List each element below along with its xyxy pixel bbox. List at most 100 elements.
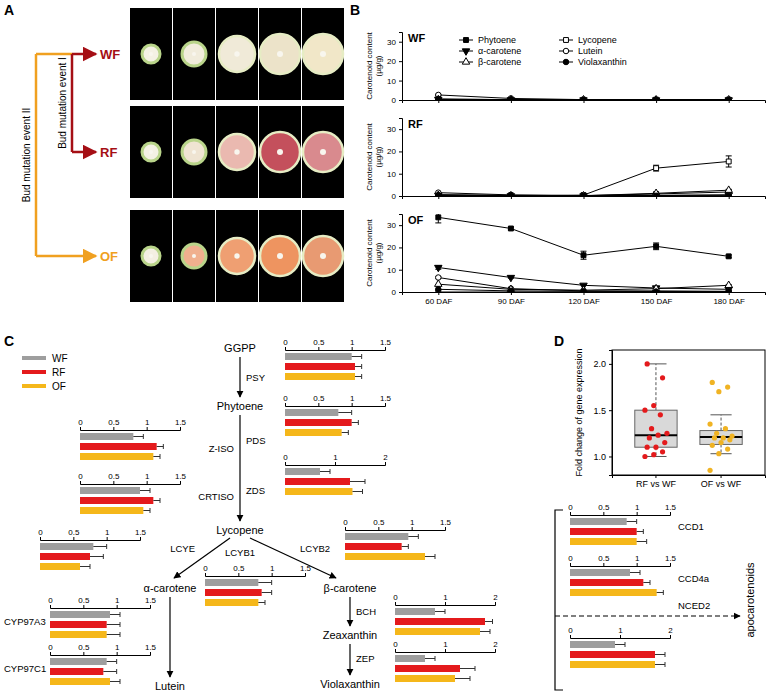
point xyxy=(723,426,728,431)
legend-label: Lycopene xyxy=(578,35,617,45)
point xyxy=(658,412,663,417)
error-bar xyxy=(352,420,359,425)
tick-mark xyxy=(729,196,730,199)
marker xyxy=(508,193,513,196)
plot-area xyxy=(435,214,733,292)
error-bar xyxy=(352,354,362,359)
tick-mark xyxy=(399,100,402,101)
error-bar xyxy=(485,619,493,624)
marker xyxy=(726,289,732,292)
x-axis: 00.511.5 xyxy=(283,394,391,407)
tick: 0 xyxy=(48,596,53,608)
axis-line xyxy=(81,427,181,431)
tick: 30 xyxy=(387,221,402,230)
bar xyxy=(570,589,657,596)
y-axis: 0102030 xyxy=(387,215,402,298)
tick: 0.5 xyxy=(108,472,120,484)
error-bar xyxy=(107,632,120,637)
tick-mark xyxy=(395,602,396,605)
error-bar xyxy=(425,656,435,661)
line-panel: 010203060 DAF90 DAF120 DAF150 DAF180 DAF… xyxy=(365,212,766,306)
x-axis xyxy=(403,196,766,199)
marker xyxy=(507,96,514,100)
marker xyxy=(726,254,731,259)
photo-cell xyxy=(259,106,301,198)
point xyxy=(716,451,721,456)
metabolite: Violaxanthin xyxy=(320,678,380,690)
axis-line xyxy=(609,351,613,476)
point xyxy=(725,384,730,389)
bars xyxy=(205,579,272,606)
marker xyxy=(508,192,514,196)
tick-label: 2 xyxy=(493,593,498,602)
gene-label: CRTISO xyxy=(198,491,234,502)
tick-mark xyxy=(438,292,439,295)
marker xyxy=(581,290,586,292)
tick: 1 xyxy=(350,394,355,406)
legend-marker xyxy=(564,38,569,43)
bar xyxy=(285,363,355,370)
tick-mark xyxy=(385,403,386,406)
tick-mark xyxy=(670,512,671,515)
point xyxy=(710,443,715,448)
mini-bar-chart: 00.511.5Z-ISO xyxy=(78,418,234,460)
tick: 0 xyxy=(343,518,348,530)
fruit-core xyxy=(192,52,196,56)
tick-mark xyxy=(285,462,286,465)
x-axis: 012 xyxy=(283,453,388,466)
tick: 1.5 xyxy=(175,418,187,430)
pathway-arrow xyxy=(250,538,336,578)
tick: 0.5 xyxy=(598,503,610,515)
tick-mark xyxy=(495,602,496,605)
point xyxy=(714,431,719,436)
tick-label: 2 xyxy=(383,453,388,462)
bars xyxy=(50,658,120,685)
tick-label: 0.5 xyxy=(598,503,610,512)
tick-mark xyxy=(399,247,402,248)
marker xyxy=(435,95,442,100)
mini-bar-chart: 00.511.5CCD1 xyxy=(568,503,704,545)
tick xyxy=(511,100,512,103)
y-axis-title: Carotenoid content(µg/g) xyxy=(365,31,383,99)
tick-mark xyxy=(399,151,402,152)
tick-label: 0.5 xyxy=(68,528,80,537)
bracket xyxy=(555,510,563,690)
tick-label: 0 xyxy=(392,96,397,105)
tick-mark xyxy=(570,512,571,515)
marker xyxy=(436,287,442,292)
marker xyxy=(653,97,659,100)
error-bar xyxy=(103,669,116,674)
bar xyxy=(395,675,455,682)
bar xyxy=(285,419,352,426)
fruit-photo xyxy=(219,238,255,274)
tick: 1.5 xyxy=(380,338,392,350)
bars xyxy=(80,433,163,460)
x-axis: 00.511.5 xyxy=(343,518,451,531)
point xyxy=(645,361,650,366)
tick-mark xyxy=(511,292,512,295)
point xyxy=(664,431,669,436)
axis-line xyxy=(403,197,766,200)
tick xyxy=(584,196,585,199)
whisker-cap xyxy=(645,456,666,457)
error-bar xyxy=(342,430,349,435)
bar xyxy=(395,665,460,672)
tick-label: 1.5 xyxy=(175,418,187,427)
metabolite: Lycopene xyxy=(216,524,263,536)
tick: 1.5 xyxy=(145,596,157,608)
fruit-photo xyxy=(303,236,343,276)
marker xyxy=(580,98,587,100)
bars xyxy=(40,543,107,570)
gene-label: CYP97C1 xyxy=(4,663,46,674)
tick-label: 2.0 xyxy=(593,359,606,369)
error-bar xyxy=(408,534,418,539)
tick: 1 xyxy=(443,593,448,605)
marker xyxy=(725,193,732,196)
legend-label: Violaxanthin xyxy=(578,57,627,67)
gene-label: LCYB1 xyxy=(225,547,255,558)
panel-b: 0102030Carotenoid content(µg/g)WF0102030… xyxy=(365,31,766,305)
mini-bar-chart: 00.511.5CYP97C1 xyxy=(4,643,157,685)
point xyxy=(718,440,723,445)
point xyxy=(707,468,712,473)
y-axis-title: Carotenoid content(µg/g) xyxy=(365,122,383,190)
